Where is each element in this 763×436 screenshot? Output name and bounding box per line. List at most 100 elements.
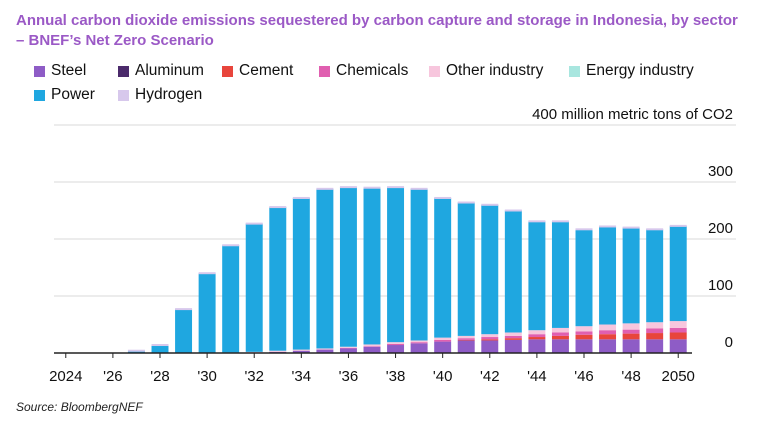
- bar-segment-chemicals: [481, 337, 499, 340]
- bar-cap: [575, 228, 593, 231]
- y-tick-label: 0: [725, 334, 733, 351]
- bar-segment-cement: [622, 333, 640, 340]
- bar-segment-other-industry: [669, 321, 687, 328]
- bar-cap: [669, 224, 687, 227]
- bar-segment-other-industry: [245, 351, 263, 353]
- bar-segment-steel: [599, 339, 617, 353]
- bar-segment-power: [269, 207, 287, 351]
- bar-segment-other-industry: [457, 335, 475, 339]
- bar-cap: [316, 187, 334, 190]
- bar-segment-power: [551, 221, 569, 328]
- x-tick-label: '42: [480, 368, 500, 385]
- bar-segment-other-industry: [646, 322, 664, 329]
- bar-cap: [551, 220, 569, 223]
- bar-segment-power: [363, 187, 381, 345]
- bar-segment-cement: [575, 334, 593, 340]
- legend-item-power: Power: [34, 86, 95, 104]
- bar-cap: [339, 186, 357, 189]
- bar-segment-other-industry: [481, 334, 499, 338]
- bar-cap: [198, 272, 216, 275]
- bar-segment-other-industry: [434, 337, 452, 340]
- legend-item-chemicals: Chemicals: [319, 62, 408, 80]
- x-tick-label: '26: [103, 368, 123, 385]
- legend-label: Steel: [51, 62, 87, 79]
- legend-swatch: [429, 65, 440, 77]
- legend-item-hydrogen: Hydrogen: [118, 86, 202, 104]
- bar-segment-power: [504, 210, 522, 333]
- bar-segment-cement: [669, 332, 687, 340]
- chart-source: Source: BloombergNEF: [16, 400, 143, 414]
- bar-segment-power: [151, 345, 169, 353]
- legend-swatch: [222, 65, 233, 77]
- bar-cap: [292, 196, 310, 199]
- x-tick-label: '34: [292, 368, 312, 385]
- bar-segment-chemicals: [599, 330, 617, 335]
- legend-label: Power: [51, 86, 95, 103]
- bar-segment-other-industry: [339, 346, 357, 348]
- bar-segment-steel: [622, 339, 640, 353]
- bar-segment-power: [316, 188, 334, 349]
- legend-label: Other industry: [446, 62, 544, 79]
- bar-segment-cement: [528, 337, 546, 340]
- bar-segment-steel: [481, 340, 499, 353]
- bar-segment-power: [245, 223, 263, 352]
- x-tick-label: 2024: [49, 368, 82, 385]
- legend-label: Aluminum: [135, 62, 204, 79]
- bar-segment-steel: [387, 345, 405, 353]
- bar-segment-chemicals: [387, 343, 405, 346]
- bar-cap: [528, 220, 546, 223]
- bar-cap: [410, 187, 428, 190]
- bar-segment-power: [222, 245, 240, 353]
- bar-segment-chemicals: [575, 331, 593, 335]
- bar-cap: [481, 203, 499, 206]
- bar-segment-other-industry: [551, 327, 569, 333]
- bar-segment-other-industry: [292, 349, 310, 351]
- legend-item-energy-industry: Energy industry: [569, 62, 694, 80]
- bar-segment-steel: [575, 339, 593, 353]
- legend-swatch: [569, 65, 580, 77]
- bar-segment-power: [481, 204, 499, 335]
- legend-label: Chemicals: [336, 62, 409, 79]
- bar-segment-power: [457, 202, 475, 336]
- bar-segment-chemicals: [669, 327, 687, 333]
- bar-segment-power: [434, 197, 452, 338]
- bar-segment-chemicals: [457, 338, 475, 340]
- bar-segment-power: [646, 229, 664, 323]
- x-tick-label: 2050: [662, 368, 695, 385]
- x-tick-label: '38: [386, 368, 406, 385]
- legend-item-aluminum: Aluminum: [118, 62, 204, 80]
- bar-segment-other-industry: [316, 348, 334, 350]
- bar-cap: [151, 344, 169, 347]
- bar-cap: [457, 201, 475, 204]
- bar-segment-cement: [551, 335, 569, 340]
- bar-segment-power: [175, 309, 193, 353]
- bar-segment-other-industry: [528, 330, 546, 335]
- bar-segment-steel: [669, 339, 687, 353]
- bar-segment-chemicals: [528, 334, 546, 338]
- bar-segment-steel: [551, 339, 569, 353]
- bar-segment-power: [292, 197, 310, 350]
- legend-item-other-industry: Other industry: [429, 62, 543, 80]
- bar-segment-power: [599, 226, 617, 325]
- legend-swatch: [319, 65, 330, 77]
- y-axis-unit-label: 400 million metric tons of CO2: [532, 106, 733, 123]
- bar-cap: [622, 226, 640, 229]
- legend-swatch: [34, 89, 45, 101]
- bar-segment-chemicals: [504, 335, 522, 339]
- bar-segment-other-industry: [599, 324, 617, 331]
- x-tick-label: '40: [433, 368, 453, 385]
- bar-segment-chemicals: [646, 328, 664, 334]
- bar-cap: [363, 186, 381, 189]
- x-tick-label: '48: [621, 368, 641, 385]
- x-tick-label: '30: [197, 368, 217, 385]
- bar-segment-other-industry: [504, 332, 522, 336]
- bar-segment-steel: [646, 339, 664, 353]
- bar-segment-power: [387, 187, 405, 343]
- bar-segment-chemicals: [339, 347, 357, 349]
- bar-segment-chemicals: [551, 332, 569, 336]
- legend-label: Cement: [239, 62, 294, 79]
- y-tick-label: 100: [708, 277, 733, 294]
- legend-swatch: [118, 89, 129, 101]
- bar-cap: [434, 196, 452, 199]
